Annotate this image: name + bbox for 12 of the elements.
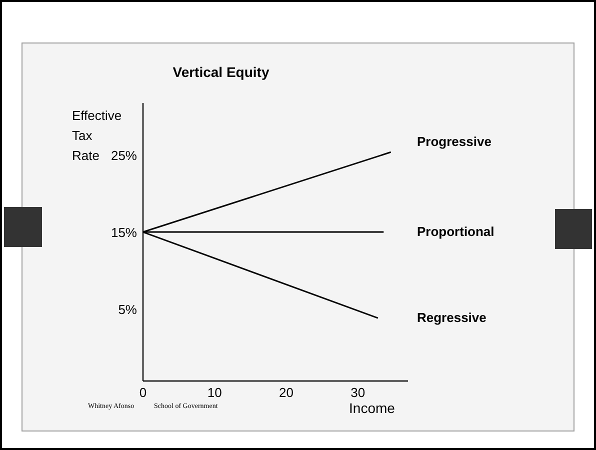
text: Regressive [417, 310, 486, 326]
x-tick-label: 20 [279, 385, 294, 400]
x-tick-label: 10 [207, 385, 222, 400]
text: Progressive [417, 134, 492, 150]
x-tick-label: 30 [350, 385, 366, 400]
y-tick-label: 5% [118, 302, 138, 317]
chart-title: Vertical Equity [172, 64, 270, 80]
text: Proportional [417, 224, 494, 240]
x-tick-label: 0 [139, 385, 147, 400]
y-tick-label: 15% [110, 225, 138, 240]
x-axis-title: Income [349, 400, 396, 416]
y-tick-label: 25% [110, 148, 138, 164]
